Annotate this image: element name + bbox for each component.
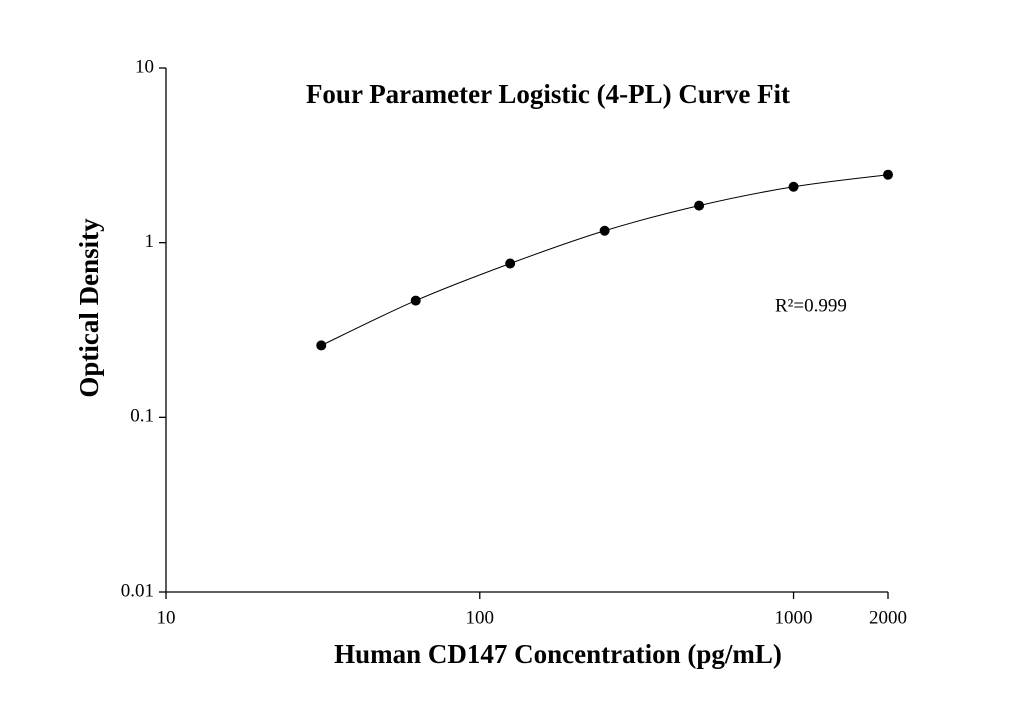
y-tick-label: 1: [145, 231, 155, 252]
x-tick-label: 1000: [775, 607, 813, 628]
data-point: [694, 200, 705, 211]
x-tick-label: 10: [157, 607, 176, 628]
x-tick-label: 2000: [869, 607, 907, 628]
x-tick-label: 100: [466, 607, 495, 628]
x-axis-label: Human CD147 Concentration (pg/mL): [334, 639, 782, 669]
y-tick-label: 10: [135, 56, 154, 77]
data-point: [883, 169, 893, 180]
data-point: [316, 340, 327, 351]
y-tick-label: 0.01: [121, 580, 154, 601]
data-point: [599, 225, 610, 236]
annotation: R²=0.999: [775, 295, 847, 316]
y-tick-label: 0.1: [130, 406, 154, 427]
data-point: [505, 258, 516, 269]
data-point: [410, 295, 421, 306]
y-axis-label: Optical Density: [74, 218, 104, 398]
data-point: [788, 181, 799, 192]
chart-title: Four Parameter Logistic (4-PL) Curve Fit: [306, 79, 790, 109]
